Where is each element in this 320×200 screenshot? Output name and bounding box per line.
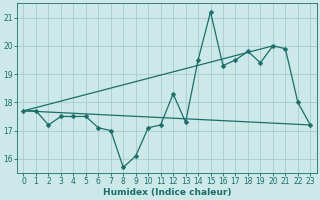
- X-axis label: Humidex (Indice chaleur): Humidex (Indice chaleur): [103, 188, 231, 197]
